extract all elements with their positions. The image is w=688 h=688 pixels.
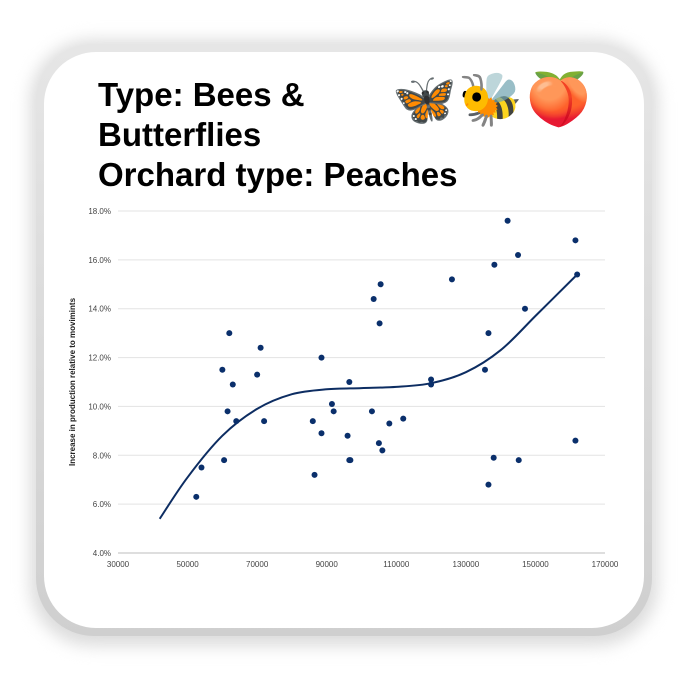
data-point	[226, 330, 233, 337]
data-point	[386, 420, 393, 427]
data-point	[229, 381, 236, 388]
data-point	[318, 354, 325, 361]
data-points	[193, 217, 581, 500]
y-tick-label: 14.0%	[88, 305, 111, 314]
data-point	[257, 344, 264, 351]
data-point	[368, 408, 375, 415]
y-tick-label: 6.0%	[93, 500, 111, 509]
title-line-3: Orchard type: Peaches	[98, 156, 458, 193]
x-tick-label: 50000	[176, 560, 199, 569]
x-tick-label: 130000	[453, 560, 480, 569]
y-tick-label: 8.0%	[93, 451, 111, 460]
peach-icon: 🍑	[526, 70, 591, 130]
y-tick-label: 10.0%	[88, 402, 111, 411]
data-point	[377, 281, 384, 288]
data-point	[193, 493, 200, 500]
data-point	[309, 418, 316, 425]
data-point	[375, 440, 382, 447]
data-point	[376, 320, 383, 327]
data-point	[521, 305, 528, 312]
data-point	[574, 271, 581, 278]
x-tick-labels: 30000 50000 70000 90000 110000 130000 150000 17…	[107, 560, 619, 569]
title-line-1: Type: Bees &	[98, 76, 305, 113]
data-point	[330, 408, 337, 415]
bee-icon: 🐝	[458, 70, 523, 130]
data-point	[221, 457, 228, 464]
data-point	[344, 432, 351, 439]
data-point	[311, 471, 318, 478]
data-point	[370, 295, 377, 302]
data-point	[233, 418, 240, 425]
title-line-2: Butterflies	[98, 116, 262, 153]
y-tick-label: 18.0%	[88, 207, 111, 216]
data-point	[346, 379, 353, 385]
data-point	[261, 418, 268, 425]
data-point	[481, 366, 488, 373]
data-point	[515, 251, 522, 258]
y-axis-label: Increase in production relative to movim…	[68, 297, 77, 466]
data-point	[224, 408, 231, 415]
data-point	[347, 457, 354, 464]
x-tick-label: 110000	[383, 560, 410, 569]
y-tick-labels: 4.0% 6.0% 8.0% 10.0% 12.0% 14.0% 16.0% 18.0%	[88, 207, 111, 558]
card	[44, 52, 644, 628]
grid	[118, 210, 605, 554]
y-tick-label: 16.0%	[88, 256, 111, 265]
data-point	[491, 261, 498, 268]
data-point	[379, 447, 386, 454]
data-point	[198, 464, 205, 471]
title: Type: Bees & Butterflies Orchard type: P…	[98, 75, 458, 195]
data-point	[485, 481, 492, 488]
y-tick-label: 12.0%	[88, 354, 111, 363]
data-point	[219, 366, 226, 373]
data-point	[572, 237, 579, 244]
data-point	[254, 371, 261, 378]
data-point	[328, 400, 335, 407]
butterfly-icon: 🦋	[392, 70, 457, 130]
data-point	[318, 430, 325, 437]
trendline	[158, 273, 578, 520]
x-tick-label: 70000	[246, 560, 269, 569]
data-point	[572, 437, 579, 444]
data-point	[428, 376, 435, 383]
x-tick-label: 90000	[316, 560, 339, 569]
data-point	[504, 217, 511, 224]
x-tick-label: 150000	[522, 560, 549, 569]
data-point	[485, 330, 492, 337]
x-tick-label: 30000	[107, 560, 130, 569]
y-tick-label: 4.0%	[93, 549, 111, 558]
x-tick-label: 170000	[592, 560, 619, 569]
data-point	[400, 415, 407, 422]
data-point	[490, 454, 497, 461]
data-point	[448, 276, 455, 283]
data-point	[515, 457, 522, 464]
data-point	[428, 381, 435, 388]
